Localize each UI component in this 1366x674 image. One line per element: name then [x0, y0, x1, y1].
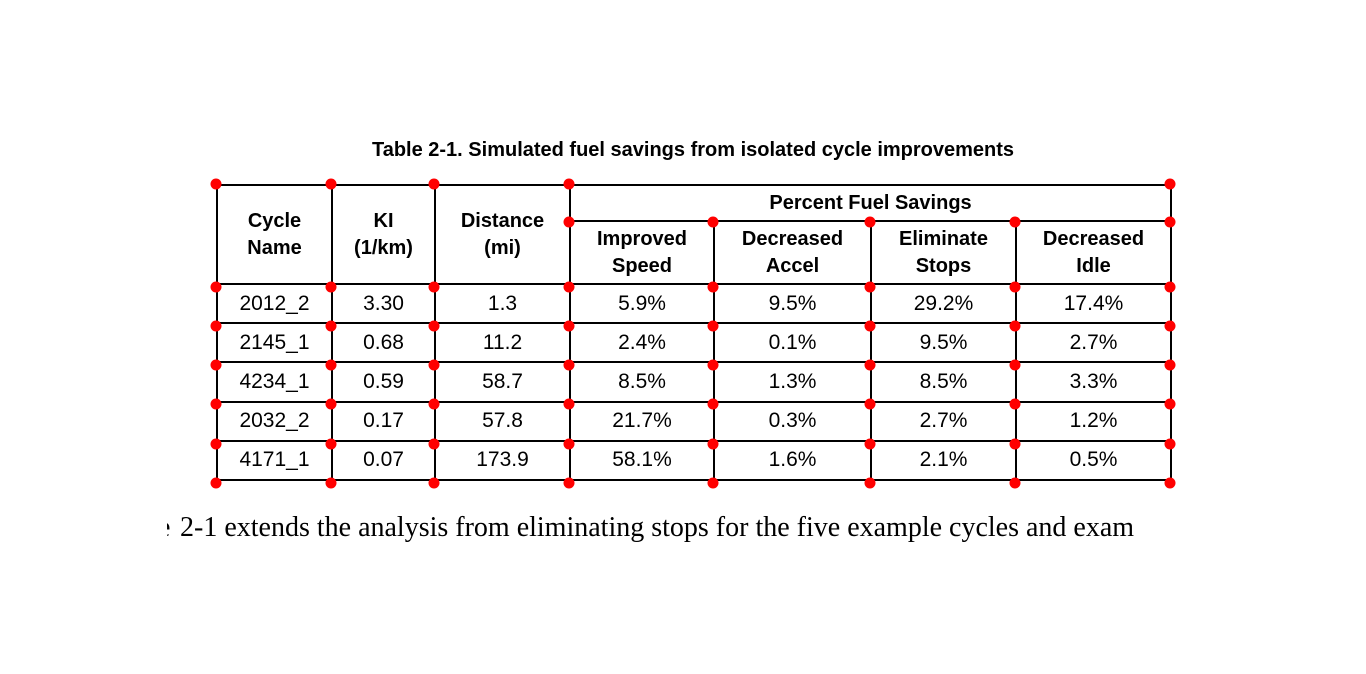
table-cell: 3.30: [331, 282, 436, 325]
table-cell: 0.07: [331, 439, 436, 481]
table-cell: 2.7%: [1014, 322, 1173, 364]
table-cell: 9.5%: [870, 322, 1017, 364]
header-improved-speed: Improved Speed: [569, 220, 715, 285]
table-cell: 4171_1: [216, 439, 333, 481]
table-row: 4234_1 0.59 58.7 8.5% 1.3% 8.5% 3.3%: [216, 361, 1173, 403]
table-cell: 2145_1: [216, 322, 333, 364]
header-row-1: Cycle Name KI (1/km) Distance (mi) Perce…: [216, 184, 1173, 285]
table-cell: 0.1%: [713, 322, 872, 364]
header-distance: Distance (mi): [434, 184, 571, 285]
paragraph-visible-text: 2-1 extends the analysis from eliminatin…: [180, 512, 1135, 543]
table-row: 2032_2 0.17 57.8 21.7% 0.3% 2.7% 1.2%: [216, 400, 1173, 442]
table-cell: 29.2%: [870, 282, 1017, 325]
header-cycle-name: Cycle Name: [216, 184, 333, 285]
table-cell: 5.9%: [569, 282, 715, 325]
table-cell: 4234_1: [216, 361, 333, 403]
table-row: 2012_2 3.30 1.3 5.9% 9.5% 29.2% 17.4%: [216, 282, 1173, 325]
table-cell: 0.17: [331, 400, 436, 442]
table-cell: 9.5%: [713, 282, 872, 325]
table-cell: 2012_2: [216, 282, 333, 325]
header-decreased-accel: Decreased Accel: [713, 220, 872, 285]
table-cell: 17.4%: [1014, 282, 1173, 325]
table-cell: 21.7%: [569, 400, 715, 442]
table-cell: 2.4%: [569, 322, 715, 364]
header-row-2: Improved Speed Decreased Accel Eliminate…: [217, 220, 1173, 285]
table-row: 2145_1 0.68 11.2 2.4% 0.1% 9.5% 2.7%: [216, 322, 1173, 364]
table-cell: 0.3%: [713, 400, 872, 442]
table-row: 4171_1 0.07 173.9 58.1% 1.6% 2.1% 0.5%: [216, 439, 1173, 481]
header-ki: KI (1/km): [331, 184, 436, 285]
table-cell: 2032_2: [216, 400, 333, 442]
table-cell: 0.5%: [1014, 439, 1173, 481]
table-cell: 0.68: [331, 322, 436, 364]
table-cell: 58.1%: [569, 439, 715, 481]
table-cell: 2.7%: [870, 400, 1017, 442]
table-cell: 173.9: [434, 439, 571, 481]
table-cell: 1.6%: [713, 439, 872, 481]
fuel-savings-table-region: Cycle Name KI (1/km) Distance (mi) Perce…: [210, 178, 1176, 489]
table-cell: 2.1%: [870, 439, 1017, 481]
table-cell: 58.7: [434, 361, 571, 403]
header-eliminate-stops: Eliminate Stops: [870, 220, 1017, 285]
header-percent-fuel-savings: Percent Fuel Savings: [568, 184, 1173, 222]
table-cell: 3.3%: [1014, 361, 1173, 403]
table-cell: 0.59: [331, 361, 436, 403]
table-cell: 8.5%: [569, 361, 715, 403]
table-cell: 11.2: [434, 322, 571, 364]
table-cell: 1.2%: [1014, 400, 1173, 442]
fuel-savings-table: Cycle Name KI (1/km) Distance (mi) Perce…: [216, 184, 1173, 481]
table-cell: 1.3%: [713, 361, 872, 403]
table-cell: 1.3: [434, 282, 571, 325]
header-decreased-idle: Decreased Idle: [1014, 220, 1173, 285]
table-cell: 57.8: [434, 400, 571, 442]
paragraph-text: e 2-1 extends the analysis from eliminat…: [167, 512, 1134, 544]
clipped-char: e: [167, 512, 173, 544]
table-caption: Table 2-1. Simulated fuel savings from i…: [371, 139, 1015, 161]
table-cell: 8.5%: [870, 361, 1017, 403]
